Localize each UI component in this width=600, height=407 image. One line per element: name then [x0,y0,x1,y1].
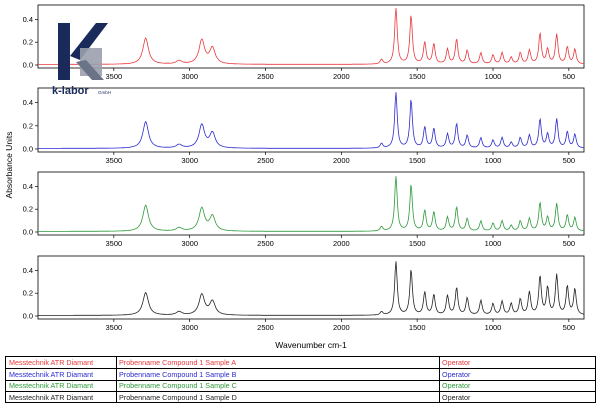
y-axis-label: Absorbance Units [4,131,14,198]
x-tick-label: 1000 [485,156,502,165]
y-tick-label: 0.4 [23,98,33,107]
legend-sample: Probenname Compound 1 Sample A [119,358,237,367]
x-tick-label: 1000 [485,323,502,332]
legend-sample: Probenname Compound 1 Sample B [119,369,237,379]
legend-row-d: Messtechnik ATR Diamant Probenname Compo… [6,392,595,403]
x-tick-label: 2000 [333,156,350,165]
legend-row-a: Messtechnik ATR Diamant Probenname Compo… [6,357,595,368]
y-tick-label: 0.2 [23,289,33,298]
legend-instrument: Messtechnik ATR Diamant [9,381,94,390]
spectrum-line [38,92,585,149]
x-tick-label: 500 [563,323,576,332]
x-tick-label: 2000 [333,323,350,332]
legend-table: Messtechnik ATR Diamant Probenname Compo… [5,356,596,403]
x-tick-label: 3500 [105,323,122,332]
x-tick-label: 1000 [485,72,502,81]
y-tick-label: 0.4 [23,182,33,191]
x-tick-label: 500 [563,156,576,165]
x-tick-label: 2500 [257,323,274,332]
x-tick-label: 2500 [257,156,274,165]
y-tick-label: 0.2 [23,38,33,47]
y-tick-label: 0.2 [23,205,33,214]
x-tick-label: 1500 [409,72,426,81]
x-tick-label: 3000 [181,156,198,165]
spectrum-panel-4: 0.0 0.2 0.4 3500 3000 2500 2000 1500 1000 500 Wave… [23,255,585,350]
plot-frame [37,87,585,153]
legend-row-c: Messtechnik ATR Diamant Probenname Compo… [6,380,595,391]
x-tick-label: 3000 [181,323,198,332]
x-tick-label: 2000 [333,239,350,248]
y-tick-label: 0.2 [23,121,33,130]
legend-instrument: Messtechnik ATR Diamant [9,358,94,367]
y-tick-label: 0.0 [23,312,33,321]
y-tick-label: 0.4 [23,15,33,24]
x-tick-label: 2500 [257,239,274,248]
y-tick-label: 0.0 [23,61,33,70]
spectrum-line [38,7,585,65]
legend-operator: Operator [442,358,471,367]
logo-suffix: GmbH [98,90,111,95]
legend-operator: Operator [442,369,471,379]
plot-frame [37,255,585,320]
y-tick-label: 0.0 [23,228,33,237]
x-tick-label: 2500 [257,72,274,81]
x-tick-label: 3500 [105,156,122,165]
x-tick-label: 3000 [181,239,198,248]
spectrum-line [38,261,585,316]
x-tick-label: 1500 [409,239,426,248]
x-tick-label: 2000 [333,72,350,81]
legend-instrument: Messtechnik ATR Diamant [9,369,94,379]
x-tick-label: 3500 [105,239,122,248]
y-tick-label: 0.0 [23,145,33,154]
spectrum-panel-3: 0.0 0.2 0.4 3500 3000 2500 2000 1500 1000 500 Abso… [4,131,585,248]
spectrum-line [38,176,585,232]
x-tick-label: 3000 [181,72,198,81]
x-tick-label: 3500 [105,72,122,81]
x-tick-label: 1500 [409,323,426,332]
legend-sample: Probenname Compound 1 Sample C [119,381,237,390]
legend-sample: Probenname Compound 1 Sample D [119,392,237,402]
x-tick-label: 500 [563,239,576,248]
x-tick-label: 1000 [485,239,502,248]
x-tick-label: 500 [563,72,576,81]
legend-operator: Operator [442,392,471,402]
k-labor-logo: k-labor GmbH [50,18,120,100]
legend-operator: Operator [442,381,471,390]
x-axis-label: Wavenumber cm-1 [275,340,347,350]
legend-instrument: Messtechnik ATR Diamant [9,392,94,402]
spectrum-panel-2: 0.0 0.2 0.4 3500 3000 2500 2000 1500 1000 500 [23,87,585,165]
plot-frame [37,171,585,236]
plot-frame [37,4,585,69]
logo-text: k-labor [52,85,89,97]
y-tick-label: 0.4 [23,266,33,275]
spectrum-panel-1: 0.0 0.2 0.4 3500 3000 2500 2000 1500 1000 500 [23,4,585,81]
x-tick-label: 1500 [409,156,426,165]
legend-row-b: Messtechnik ATR Diamant Probenname Compo… [6,369,595,380]
